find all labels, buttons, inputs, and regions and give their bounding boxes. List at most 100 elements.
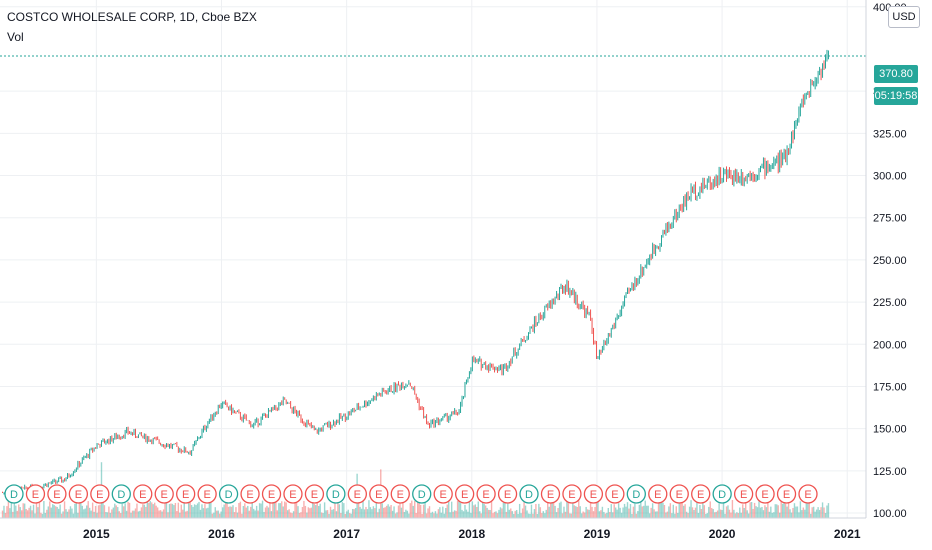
dividend-marker[interactable]: D <box>111 484 131 504</box>
volume-indicator-label[interactable]: Vol <box>7 30 24 44</box>
earnings-marker[interactable]: E <box>154 484 174 504</box>
dividend-marker[interactable]: D <box>4 484 24 504</box>
y-tick-label: 150.00 <box>873 424 907 436</box>
marker-label: E <box>440 489 447 501</box>
earnings-marker[interactable]: E <box>390 484 410 504</box>
earnings-marker[interactable]: E <box>433 484 453 504</box>
marker-circle <box>605 484 625 504</box>
marker-circle <box>755 484 775 504</box>
marker-circle <box>283 484 303 504</box>
dividend-marker[interactable]: D <box>519 484 539 504</box>
marker-circle <box>304 484 325 504</box>
x-tick-label: 2015 <box>83 527 110 541</box>
earnings-marker[interactable]: E <box>283 484 303 504</box>
earnings-marker[interactable]: E <box>68 484 89 504</box>
marker-label: D <box>718 489 726 501</box>
dividend-marker[interactable]: D <box>412 484 432 504</box>
earnings-marker[interactable]: E <box>90 484 110 504</box>
marker-label: D <box>332 489 340 501</box>
marker-label: E <box>740 489 747 501</box>
earnings-marker[interactable]: E <box>240 484 260 504</box>
dividend-marker[interactable]: D <box>326 484 346 504</box>
earnings-marker[interactable]: E <box>47 484 67 504</box>
marker-label: D <box>225 489 233 501</box>
marker-circle <box>798 484 818 504</box>
earnings-marker[interactable]: E <box>369 484 389 504</box>
marker-label: E <box>375 489 382 501</box>
marker-circle <box>433 484 453 504</box>
marker-label: E <box>161 489 168 501</box>
marker-label: E <box>547 489 554 501</box>
earnings-marker[interactable]: E <box>669 484 689 504</box>
marker-label: E <box>311 489 318 501</box>
marker-label: E <box>268 489 275 501</box>
symbol-title: COSTCO WHOLESALE CORP, 1D, Cboe BZX <box>7 10 257 24</box>
marker-label: E <box>96 489 103 501</box>
earnings-marker[interactable]: E <box>755 484 775 504</box>
marker-circle <box>90 484 110 504</box>
earnings-marker[interactable]: E <box>648 484 668 504</box>
marker-circle <box>476 484 496 504</box>
earnings-marker[interactable]: E <box>476 484 496 504</box>
marker-circle <box>390 484 410 504</box>
marker-circle <box>626 484 646 504</box>
last-price-tag: 370.80 <box>874 65 918 83</box>
earnings-marker[interactable]: E <box>176 484 196 504</box>
dividend-marker[interactable]: D <box>218 484 239 504</box>
marker-circle <box>326 484 346 504</box>
marker-label: E <box>611 489 618 501</box>
marker-circle <box>133 484 153 504</box>
earnings-marker[interactable]: E <box>583 484 604 504</box>
currency-button[interactable]: USD <box>888 6 920 28</box>
marker-circle <box>111 484 131 504</box>
marker-circle <box>540 484 561 504</box>
marker-circle <box>733 484 754 504</box>
x-tick-label: 2018 <box>458 527 485 541</box>
earnings-marker[interactable]: E <box>25 484 46 504</box>
earnings-marker[interactable]: E <box>347 484 368 504</box>
marker-label: E <box>75 489 82 501</box>
x-tick-label: 2019 <box>584 527 611 541</box>
earnings-marker[interactable]: E <box>605 484 625 504</box>
marker-label: E <box>676 489 683 501</box>
marker-circle <box>154 484 174 504</box>
marker-circle <box>583 484 604 504</box>
marker-circle <box>218 484 239 504</box>
y-tick-label: 200.00 <box>873 339 907 351</box>
x-tick-label: 2021 <box>834 527 861 541</box>
y-tick-label: 225.00 <box>873 297 907 309</box>
marker-label: E <box>568 489 575 501</box>
earnings-marker[interactable]: E <box>197 484 217 504</box>
marker-circle <box>240 484 260 504</box>
marker-label: E <box>761 489 768 501</box>
earnings-marker[interactable]: E <box>691 484 711 504</box>
marker-label: E <box>504 489 511 501</box>
marker-circle <box>197 484 217 504</box>
earnings-marker[interactable]: E <box>304 484 325 504</box>
earnings-marker[interactable]: E <box>798 484 818 504</box>
marker-label: E <box>32 489 39 501</box>
earnings-marker[interactable]: E <box>261 484 282 504</box>
countdown-tag: 05:19:58 <box>874 87 918 105</box>
y-tick-label: 175.00 <box>873 381 907 393</box>
marker-circle <box>669 484 689 504</box>
marker-circle <box>776 484 797 504</box>
marker-circle <box>261 484 282 504</box>
marker-label: D <box>632 489 640 501</box>
dividend-marker[interactable]: D <box>712 484 732 504</box>
marker-circle <box>347 484 368 504</box>
marker-label: E <box>139 489 146 501</box>
y-tick-label: 125.00 <box>873 466 907 478</box>
earnings-marker[interactable]: E <box>497 484 518 504</box>
earnings-marker[interactable]: E <box>733 484 754 504</box>
marker-circle <box>497 484 518 504</box>
marker-circle <box>454 484 475 504</box>
earnings-marker[interactable]: E <box>454 484 475 504</box>
dividend-marker[interactable]: D <box>626 484 646 504</box>
earnings-marker[interactable]: E <box>776 484 797 504</box>
earnings-marker[interactable]: E <box>562 484 582 504</box>
earnings-marker[interactable]: E <box>540 484 561 504</box>
marker-label: D <box>525 489 533 501</box>
earnings-marker[interactable]: E <box>133 484 153 504</box>
